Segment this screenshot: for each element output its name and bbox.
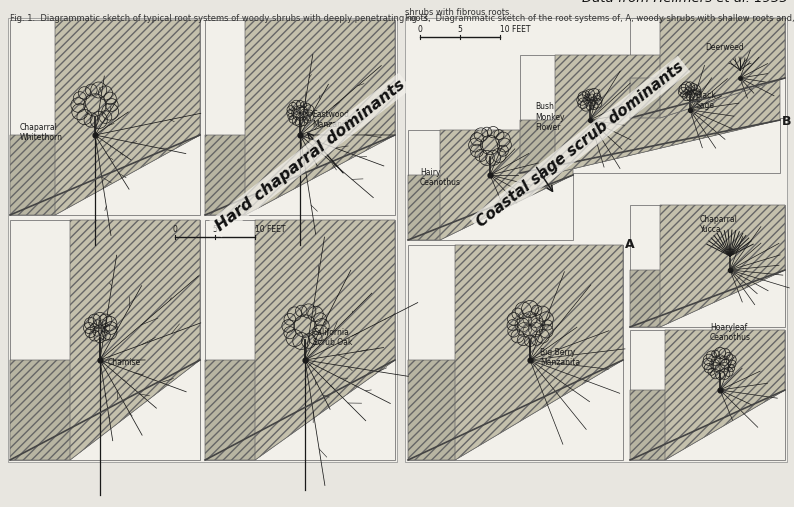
Text: 0: 0 [172, 225, 177, 234]
Text: California
Scrub Oak: California Scrub Oak [313, 328, 353, 347]
Text: Fig. 3.  Diagrammatic sketch of the root systems of, A, woody shrubs with shallo: Fig. 3. Diagrammatic sketch of the root … [405, 14, 794, 23]
Text: shrubs with fibrous roots.: shrubs with fibrous roots. [405, 8, 512, 17]
Polygon shape [205, 135, 395, 215]
FancyBboxPatch shape [8, 18, 397, 462]
Text: Hard chaparral dominants: Hard chaparral dominants [213, 77, 407, 234]
Text: Hairy
Ceanothus: Hairy Ceanothus [420, 168, 461, 187]
Polygon shape [408, 175, 573, 240]
Polygon shape [455, 245, 623, 460]
Polygon shape [10, 360, 200, 460]
Text: Black
Sage: Black Sage [695, 91, 715, 110]
Polygon shape [70, 220, 200, 460]
Text: A: A [625, 238, 634, 251]
Polygon shape [408, 360, 623, 460]
Polygon shape [245, 20, 395, 215]
Polygon shape [55, 20, 200, 215]
Polygon shape [520, 120, 780, 173]
FancyBboxPatch shape [630, 330, 785, 460]
FancyBboxPatch shape [408, 245, 623, 460]
Text: Coastal sage scrub dominants: Coastal sage scrub dominants [473, 59, 687, 231]
FancyBboxPatch shape [205, 220, 395, 460]
Text: 10 FEET: 10 FEET [255, 225, 286, 234]
FancyBboxPatch shape [630, 18, 785, 118]
Polygon shape [630, 390, 785, 460]
FancyBboxPatch shape [10, 220, 200, 460]
Text: Eastwood
Manzanita: Eastwood Manzanita [312, 110, 352, 129]
Text: Hoaryleaf
Ceanothus: Hoaryleaf Ceanothus [710, 322, 751, 342]
Text: Chaparral
Whitethorn: Chaparral Whitethorn [20, 123, 63, 142]
FancyBboxPatch shape [405, 18, 787, 462]
Text: Chamise: Chamise [108, 358, 141, 367]
Text: B: B [782, 115, 792, 128]
Polygon shape [660, 205, 785, 327]
FancyBboxPatch shape [520, 55, 780, 173]
FancyBboxPatch shape [205, 20, 395, 215]
FancyBboxPatch shape [408, 130, 573, 240]
Polygon shape [440, 130, 573, 240]
Text: 0: 0 [418, 25, 422, 34]
Text: Bush
Monkey
Flower: Bush Monkey Flower [535, 102, 565, 132]
Polygon shape [555, 55, 780, 173]
Text: Deerweed: Deerweed [705, 43, 744, 52]
FancyBboxPatch shape [10, 20, 200, 215]
Text: Big Berry
Manzanita: Big Berry Manzanita [540, 348, 580, 367]
Text: Fig. 1.  Diagrammatic sketch of typical root systems of woody shrubs with deeply: Fig. 1. Diagrammatic sketch of typical r… [10, 14, 431, 23]
Text: 5: 5 [213, 225, 218, 234]
Text: Data from Hellmers et al. 1955: Data from Hellmers et al. 1955 [582, 0, 788, 5]
Polygon shape [10, 135, 200, 215]
Text: Chaparral
Yucca: Chaparral Yucca [700, 214, 738, 234]
Polygon shape [630, 78, 785, 118]
Polygon shape [665, 330, 785, 460]
Polygon shape [205, 360, 395, 460]
Polygon shape [660, 18, 785, 118]
Polygon shape [630, 270, 785, 327]
Text: 10 FEET: 10 FEET [500, 25, 530, 34]
Text: 5: 5 [457, 25, 462, 34]
FancyBboxPatch shape [630, 205, 785, 327]
Polygon shape [255, 220, 395, 460]
